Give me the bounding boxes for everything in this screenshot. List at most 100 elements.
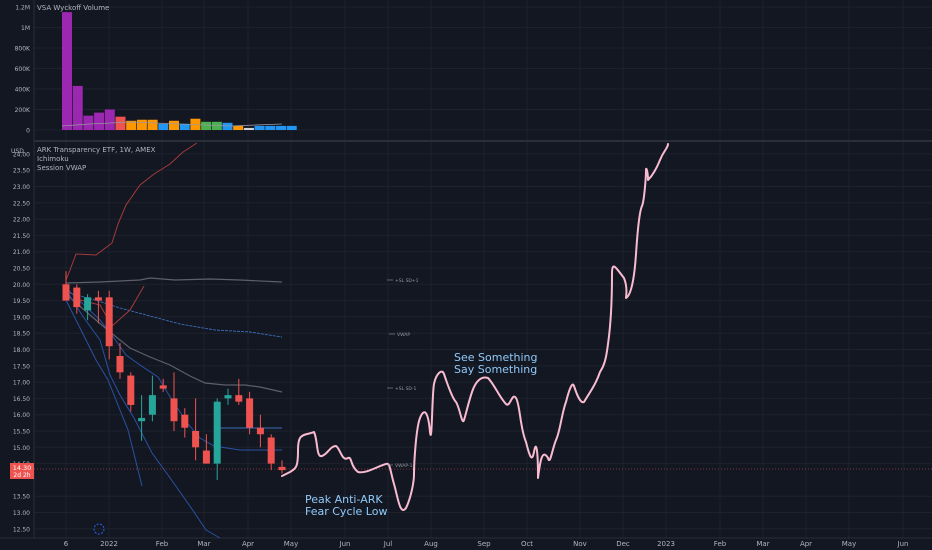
candle-body [181,415,188,428]
x-tick-label: Mar [197,540,210,548]
candle-body [73,288,80,308]
countdown-badge: 2d 2h [13,472,30,479]
price-tick-label: 22.00 [13,217,30,224]
price-tick-label: 18.00 [13,347,30,354]
x-tick-label: Apr [242,540,254,548]
indicator-ichimoku: Ichimoku [37,155,69,164]
price-tick-label: 23.00 [13,184,30,191]
annotation-see-something-line2: Say Something [454,363,537,376]
band-label: +SL SD+1 [395,278,419,284]
volume-bar [158,124,168,130]
volume-bar [83,116,93,130]
price-tick-label: 18.50 [13,331,30,338]
symbol-line: ARK Transparency ETF, 1W, AMEX [37,146,155,155]
candle-body [268,438,275,464]
volume-bar [105,110,115,131]
volume-bar [244,128,254,130]
x-tick-label: 6 [64,540,69,548]
candle-body [84,297,91,310]
volume-bar [62,12,72,130]
candle-body [63,284,70,300]
x-tick-label: May [842,540,856,548]
volume-bar [116,117,126,130]
volume-bar [276,126,286,130]
price-tick-label: 15.50 [13,429,30,436]
candle-body [127,376,134,405]
x-tick-label: Sep [477,540,491,548]
currency-label: USD [11,147,24,156]
x-tick-label: Aug [424,540,438,548]
volume-bar [233,126,243,130]
volume-tick-label: 1M [21,25,30,32]
x-tick-label: Dec [616,540,630,548]
volume-bar [180,124,190,130]
price-tick-label: 20.00 [13,282,30,289]
candle-body [225,395,232,398]
price-tick-label: 22.50 [13,200,30,207]
price-tick-label: 12.50 [13,526,30,533]
volume-bar [287,126,297,130]
candle-body [138,418,145,421]
price-tick-label: 15.00 [13,445,30,452]
annotation-peak-line2: Fear Cycle Low [305,505,387,518]
x-tick-label: Feb [156,540,169,548]
x-tick-label: Oct [521,540,533,548]
x-tick-label: Feb [714,540,727,548]
candle-body [106,297,113,346]
candle-body [192,431,199,447]
x-tick-label: Jun [897,540,909,548]
candle-body [257,428,264,435]
band-label: VWAP-1 [395,463,413,469]
price-tick-label: 17.50 [13,363,30,370]
volume-bar [73,86,83,130]
price-tick-label: 13.50 [13,494,30,501]
volume-tick-label: 400K [15,87,31,94]
volume-bar [137,120,147,130]
volume-bar [94,113,104,130]
x-tick-label: Mar [756,540,769,548]
volume-bar [169,121,179,130]
x-tick-label: Apr [800,540,812,548]
volume-bar [201,122,211,130]
price-tick-label: 21.50 [13,233,30,240]
candle-body [171,398,178,421]
volume-tick-label: 0 [26,128,30,135]
price-tick-label: 19.00 [13,314,30,321]
volume-title: VSA Wyckoff Volume [37,4,109,13]
x-tick-label: Nov [573,540,587,548]
candle-body [203,451,210,464]
candle-body [149,395,156,415]
x-tick-label: Jul [383,540,393,548]
volume-bar [255,126,265,130]
volume-bar [148,120,158,130]
candle-body [246,398,253,427]
candle-body [117,356,124,372]
band-label: VWAP [397,332,410,338]
candle-body [279,467,286,470]
indicator-session-vwap: Session VWAP [37,164,86,173]
volume-bar [223,123,233,130]
volume-tick-label: 800K [15,46,31,53]
x-tick-label: Jun [339,540,351,548]
candle-body [95,297,102,300]
last-price-badge: 14.30 [13,464,32,472]
candle-body [235,395,242,402]
x-tick-label: 2023 [657,540,675,548]
price-tick-label: 13.00 [13,510,30,517]
volume-tick-label: 1.2M [15,5,30,12]
price-tick-label: 16.50 [13,396,30,403]
volume-bar [265,126,275,130]
volume-tick-label: 600K [15,66,31,73]
candle-body [214,402,221,464]
x-tick-label: May [284,540,298,548]
price-tick-label: 20.50 [13,266,30,273]
candle-body [160,385,167,388]
x-tick-label: 2022 [100,540,118,548]
volume-tick-label: 200K [15,107,31,114]
price-tick-label: 21.00 [13,249,30,256]
price-tick-label: 23.50 [13,168,30,175]
price-tick-label: 19.50 [13,298,30,305]
band-label: +SL SD-1 [395,386,417,392]
